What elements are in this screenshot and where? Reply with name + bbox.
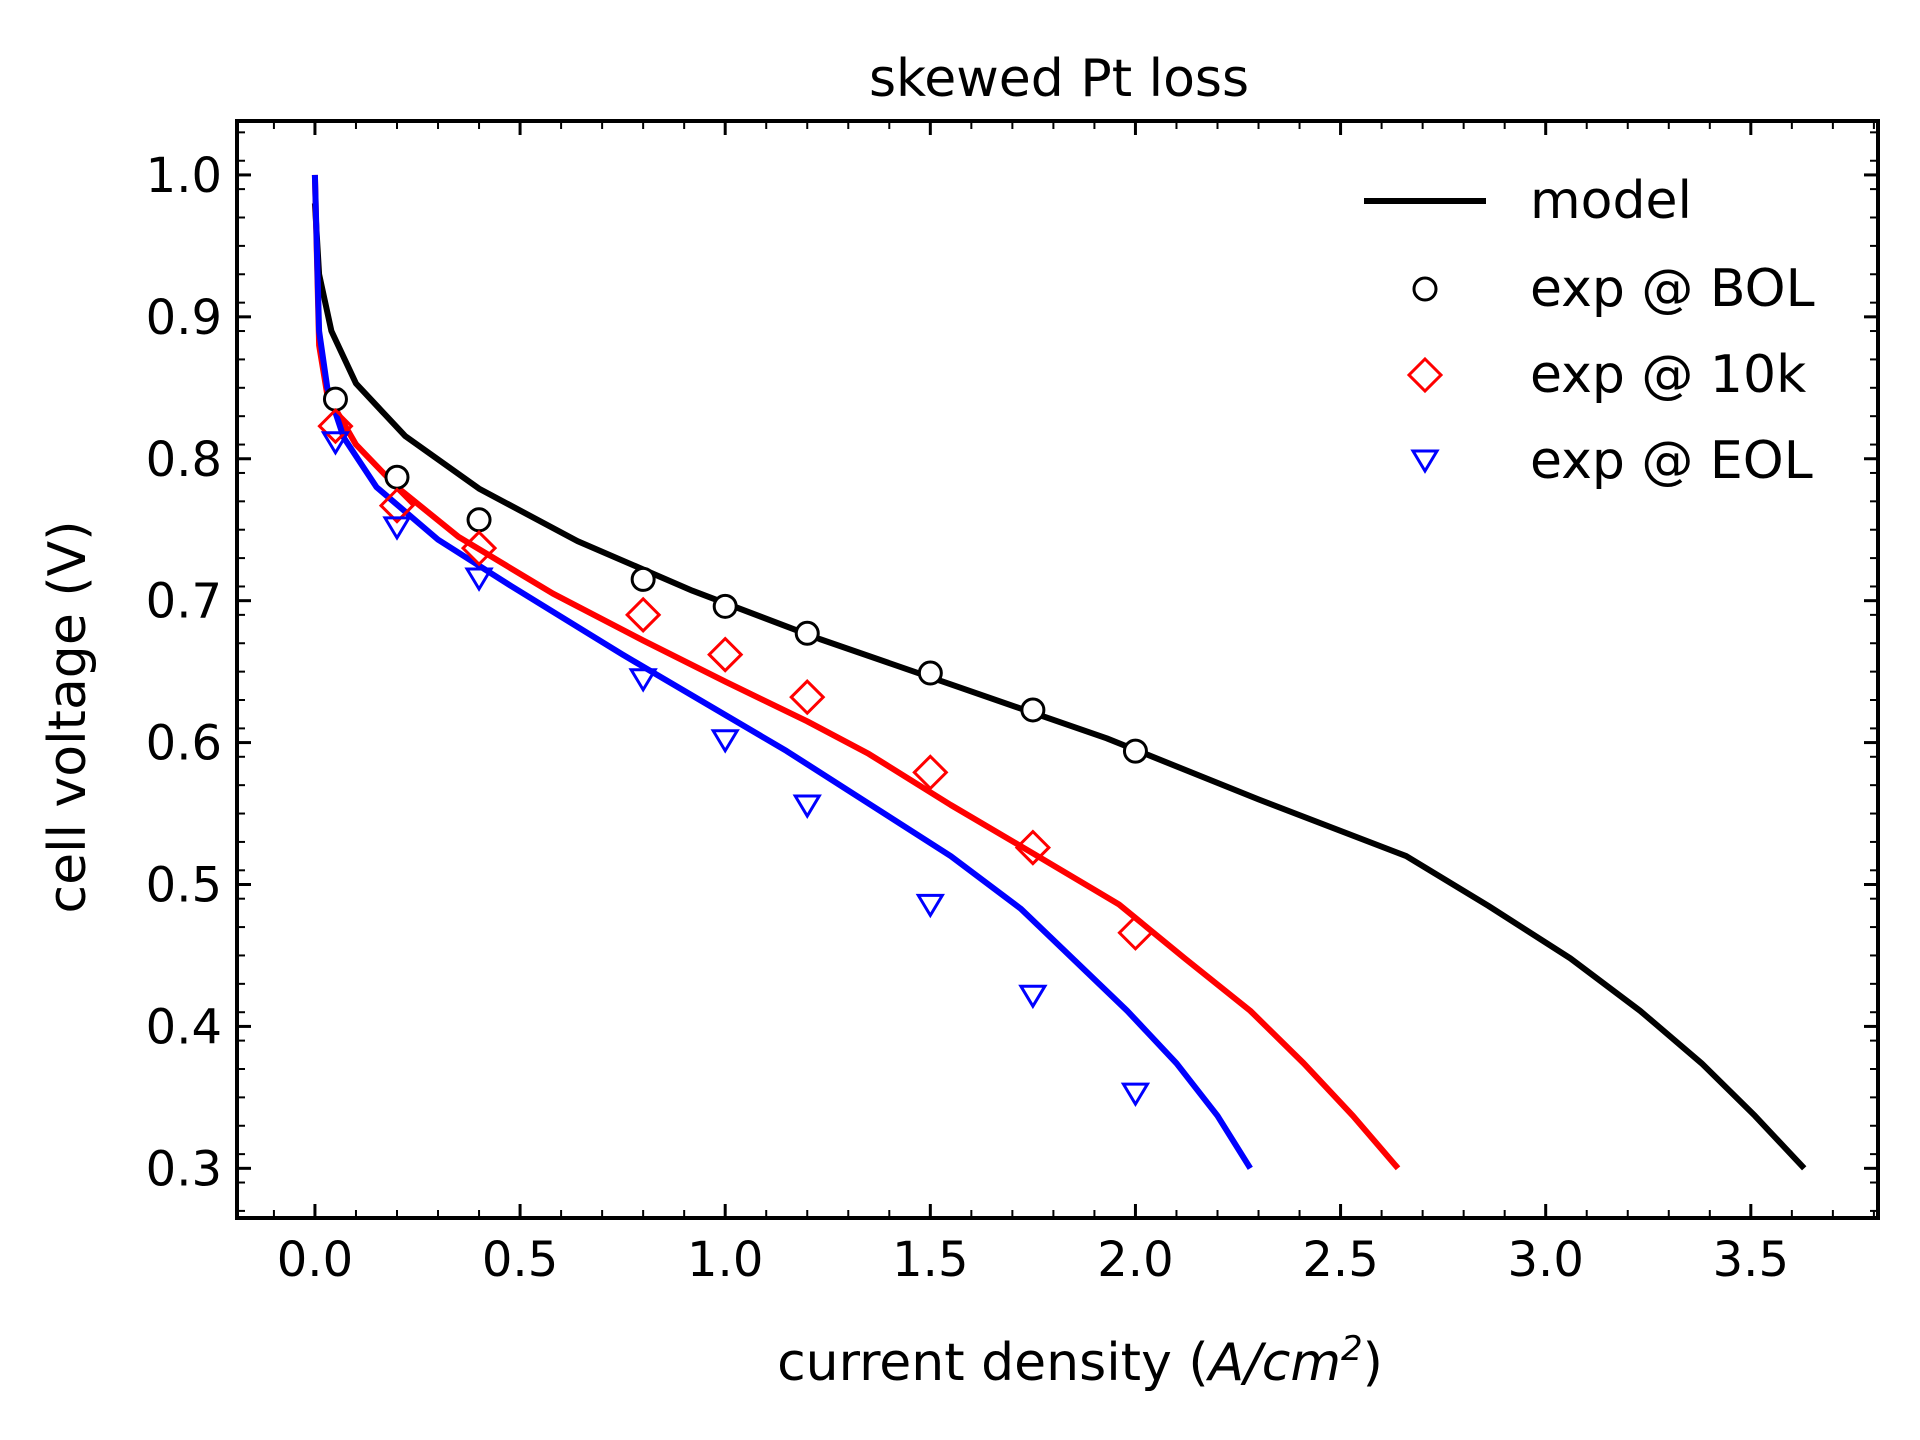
marker-eol [1018,984,1048,1010]
marker-bol [794,620,820,646]
x-axis-label-prefix: current density ( [777,1333,1209,1393]
marker-eol [628,668,658,693]
x-axis-label-close: ) [1363,1333,1383,1393]
marker-10k [625,596,662,633]
marker-eol [710,729,740,754]
series-line-model-eol [311,174,1253,1170]
y-axis-label: cell voltage (V) [38,521,98,914]
marker-eol [464,567,494,592]
marker-bol [322,386,348,412]
y-tick-label: 0.5 [146,858,222,914]
legend-marker-10k [1406,356,1444,394]
y-tick-label: 0.7 [146,574,222,630]
marker-10k [378,487,416,524]
legend-marker-bol [1412,276,1438,302]
x-axis-label: current density (A/cm2) [777,1329,1383,1393]
series-line-model-10k [311,174,1401,1171]
series-line-model-bol [311,203,1807,1171]
x-tick-label: 0.5 [482,1232,558,1288]
marker-10k [460,530,498,567]
plot-frame [235,119,1880,1220]
y-tick-label: 1.0 [146,148,222,204]
x-tick-label: 3.0 [1508,1232,1584,1288]
marker-10k [789,679,826,716]
x-tick-label: 1.5 [892,1232,968,1288]
x-tick-label: 3.5 [1713,1232,1789,1288]
x-tick-label: 0.0 [277,1232,353,1288]
legend-label-10k: exp @ 10k [1530,345,1806,405]
marker-eol [320,431,351,456]
legend-label-bol: exp @ BOL [1530,259,1815,319]
legend: model exp @ BOL exp @ 10k exp @ EOL [1364,171,1815,491]
marker-eol [915,893,945,919]
marker-bol [1122,738,1148,764]
x-axis-label-unit: A/cm [1206,1333,1341,1393]
y-tick-label: 0.8 [146,432,222,488]
marker-10k [1014,829,1052,866]
marker-bol [384,464,410,490]
legend-marker-eol [1410,449,1440,474]
marker-10k [1117,914,1154,951]
marker-bol [466,507,492,533]
axis-ticks: 0.0 0.5 1.0 1.5 2.0 2.5 3.0 3.5 0.3 0.4 0.5 0.6 0.7 0… [146,121,1878,1288]
marker-10k [707,636,744,673]
marker-eol [792,794,822,819]
chart-title: skewed Pt loss [869,49,1249,109]
y-tick-label: 0.3 [146,1141,222,1197]
y-tick-label: 0.6 [146,716,222,772]
model-lines [311,174,1807,1171]
legend-label-model: model [1530,171,1692,231]
marker-bol [630,566,656,592]
marker-eol [1120,1082,1151,1108]
legend-label-eol: exp @ EOL [1530,431,1813,491]
x-tick-label: 2.0 [1097,1232,1173,1288]
x-axis-label-superscript: 2 [1341,1329,1363,1369]
x-tick-label: 1.0 [687,1232,763,1288]
marker-10k [317,407,354,445]
marker-bol [917,660,943,686]
experiment-markers [317,386,1154,1108]
marker-eol [382,516,412,541]
y-tick-label: 0.4 [146,999,222,1055]
marker-bol [1020,697,1046,723]
x-tick-label: 2.5 [1302,1232,1378,1288]
y-tick-label: 0.9 [146,290,222,346]
marker-10k [912,754,949,791]
marker-bol [712,593,738,619]
